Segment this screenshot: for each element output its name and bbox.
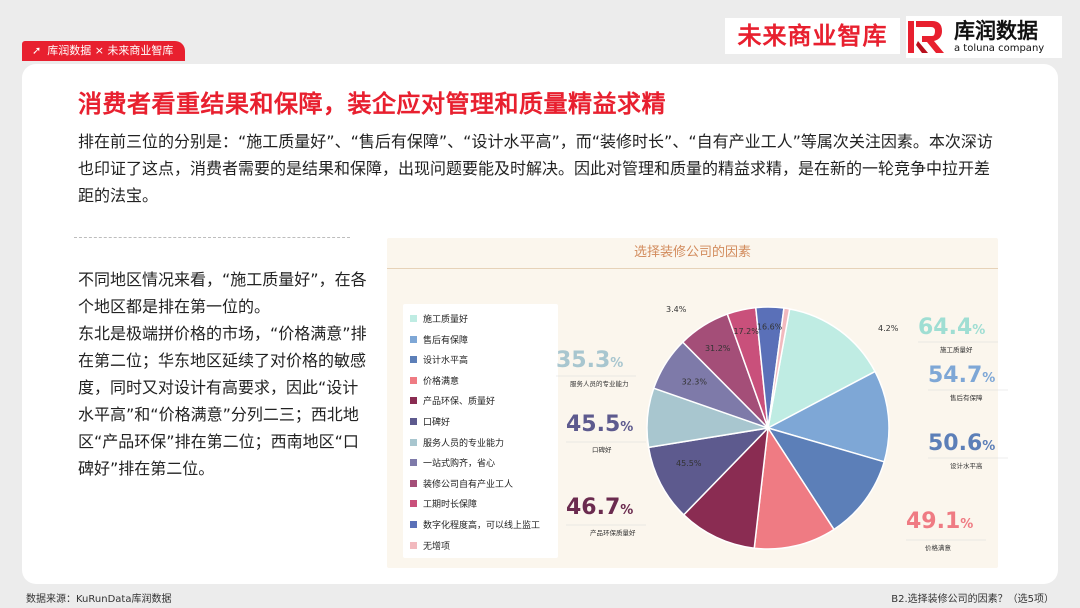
slice-value-label: 45.5% — [676, 459, 702, 468]
callout-value: 64.4% — [918, 315, 985, 340]
legend-item: 数字化程度高，可以线上监工 — [410, 518, 540, 531]
chart-title: 选择装修公司的因素 — [633, 245, 751, 260]
pie-slice — [766, 426, 886, 531]
legend-item: 产品环保、质量好 — [410, 394, 495, 407]
page-title: 消费者看重结果和保障，装企应对管理和质量精益求精 — [78, 90, 666, 118]
legend-label: 售后有保障 — [423, 335, 469, 346]
legend-swatch — [410, 479, 417, 487]
legend-label: 口碑好 — [423, 418, 451, 428]
callout-name: 价格满意 — [925, 543, 952, 552]
survey-question: B2.选择装修公司的因素？（选5项） — [891, 594, 1054, 605]
brand-name: 未来商业智库 — [725, 18, 900, 54]
legend-swatch — [410, 500, 417, 508]
report-tag: ➚ 库润数据 × 未来商业智库 — [22, 41, 186, 61]
callout-name: 设计水平高 — [950, 461, 983, 470]
regional-paragraph-2: 东北是极端拼价格的市场，“价格满意”排在第二位；华东地区延续了对价格的敏感度，同… — [78, 324, 367, 478]
callout-name: 口碑好 — [592, 445, 612, 454]
legend-label: 服务人员的专业能力 — [423, 438, 505, 449]
legend-label: 价格满意 — [423, 376, 460, 387]
legend-swatch — [410, 438, 417, 446]
legend-swatch — [410, 459, 417, 467]
legend-item: 施工质量好 — [410, 312, 468, 325]
callout-value: 45.5% — [566, 412, 633, 437]
legend-label: 无增项 — [423, 541, 451, 552]
legend-item: 一站式购齐，省心 — [410, 456, 495, 469]
kurun-logo-icon — [908, 21, 944, 53]
pie-slice — [753, 425, 835, 550]
pie-slice — [767, 307, 791, 429]
callout-name: 产品环保质量好 — [590, 528, 636, 537]
pie-slice — [766, 308, 877, 430]
pie-slice — [766, 370, 890, 463]
legend-item: 工期时长保障 — [410, 497, 477, 510]
legend-item: 口碑好 — [410, 415, 450, 428]
dashed-divider — [74, 237, 350, 238]
report-tag-label: 库润数据 × 未来商业智库 — [47, 44, 174, 57]
pie-slice — [682, 425, 769, 550]
callout-value: 46.7% — [566, 495, 633, 520]
legend-item: 无增项 — [410, 539, 450, 552]
logo-cn-text: 库润数据 — [954, 19, 1038, 43]
legend-label: 装修公司自有产业工人 — [423, 479, 514, 490]
legend-swatch — [410, 397, 417, 405]
slice-value-label: 32.3% — [682, 378, 708, 387]
chart-title-rule — [387, 268, 998, 269]
legend-label: 设计水平高 — [423, 356, 469, 367]
legend-item: 设计水平高 — [410, 353, 468, 366]
callout-name: 服务人员的专业能力 — [570, 379, 629, 388]
callout-value: 54.7% — [928, 363, 995, 388]
kurun-logo: 库润数据 a toluna company — [906, 16, 1062, 58]
legend-label: 工期时长保障 — [423, 500, 478, 511]
data-source: 数据来源：KuRunData库润数据 — [26, 594, 172, 605]
slice-value-label: 4.2% — [878, 324, 899, 333]
arrow-icon: ➚ — [32, 44, 42, 57]
legend-swatch — [410, 541, 417, 549]
legend-label: 一站式购齐，省心 — [423, 459, 496, 470]
regional-analysis-text: 不同地区情况来看，“施工质量好”，在各个地区都是排在第一位的。 东北是极端拼价格… — [78, 266, 368, 482]
pie-slice — [647, 426, 771, 516]
callout-name: 施工质量好 — [940, 345, 973, 354]
legend-item: 售后有保障 — [410, 333, 468, 346]
callout-value: 50.6% — [928, 431, 995, 456]
regional-paragraph-1: 不同地区情况来看，“施工质量好”，在各个地区都是排在第一位的。 — [78, 270, 367, 316]
legend-swatch — [410, 335, 417, 343]
legend-swatch — [410, 418, 417, 425]
legend-label: 产品环保、质量好 — [423, 397, 496, 408]
logo-en-text: a toluna company — [954, 43, 1045, 54]
slice-value-label: 31.2% — [705, 344, 731, 353]
callout-value: 49.1% — [906, 509, 973, 534]
callout-value: 35.3% — [556, 348, 623, 373]
callout-name: 售后有保障 — [950, 393, 983, 402]
legend-item: 装修公司自有产业工人 — [410, 477, 513, 490]
legend-swatch — [410, 356, 417, 364]
slice-value-label: 16.6% — [757, 322, 783, 331]
legend-item: 服务人员的专业能力 — [410, 436, 504, 449]
legend-swatch — [410, 521, 417, 528]
chart-legend: 施工质量好售后有保障设计水平高价格满意产品环保、质量好 口碑好服务人员的专业能力一… — [403, 304, 558, 558]
intro-paragraph: 排在前三位的分别是：“施工质量好”、“售后有保障”、“设计水平高”，而“装修时长… — [78, 132, 993, 205]
legend-swatch — [410, 376, 417, 384]
legend-item: 价格满意 — [410, 374, 459, 387]
legend-swatch — [410, 315, 417, 322]
legend-label: 数字化程度高，可以线上监工 — [423, 521, 541, 531]
slice-value-label: 17.2% — [733, 327, 759, 336]
legend-label: 施工质量好 — [423, 315, 469, 325]
slice-value-label: 3.4% — [666, 305, 687, 314]
